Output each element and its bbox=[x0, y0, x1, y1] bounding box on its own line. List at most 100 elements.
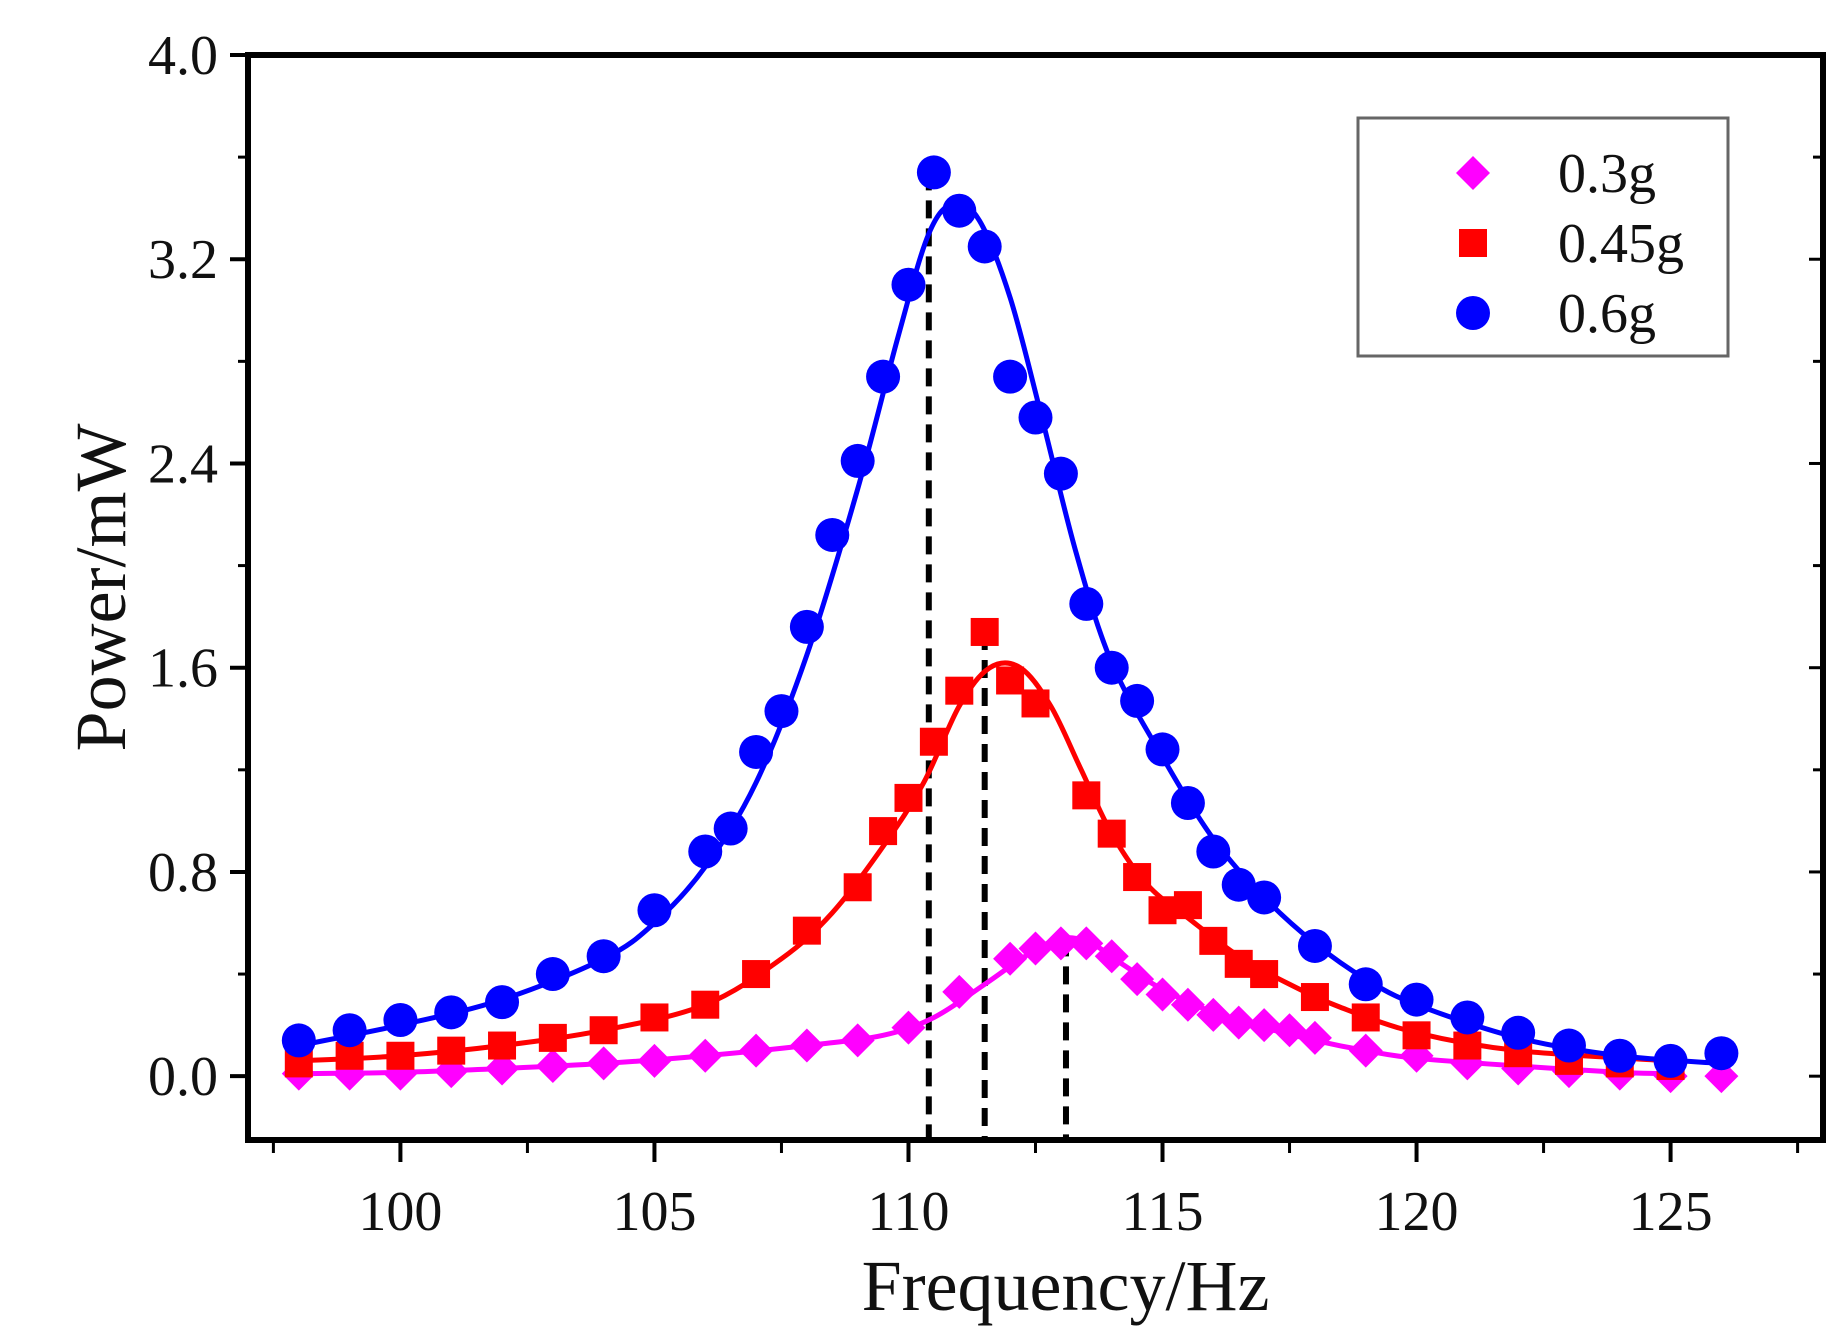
data-point-0.6g bbox=[1247, 880, 1282, 915]
data-point-0.6g bbox=[434, 995, 469, 1030]
data-point-0.3g bbox=[1170, 987, 1205, 1022]
data-point-0.6g bbox=[713, 811, 748, 846]
data-point-0.45g bbox=[1402, 1021, 1431, 1050]
legend-marker-0.3g bbox=[1456, 156, 1490, 190]
data-point-0.3g bbox=[1120, 962, 1155, 997]
data-point-0.3g bbox=[1348, 1033, 1383, 1068]
data-point-0.3g bbox=[485, 1051, 520, 1086]
y-tick-label: 4.0 bbox=[148, 25, 218, 87]
legend: 0.3g 0.45g 0.6g bbox=[1356, 116, 1730, 358]
data-point-0.6g bbox=[688, 834, 723, 869]
data-point-0.6g bbox=[586, 939, 621, 974]
data-point-0.6g bbox=[1069, 586, 1104, 621]
tick-labels: 100 105 110 115 120 125 0.0 0.8 1.6 2.4 3.2 4.0 bbox=[148, 25, 1713, 1243]
reference-lines bbox=[925, 172, 1069, 1140]
data-point-0.45g bbox=[1351, 1003, 1380, 1032]
y-tick-label: 0.0 bbox=[148, 1046, 218, 1108]
x-axis-title: Frequency/Hz bbox=[862, 1246, 1270, 1326]
data-point-0.6g bbox=[1501, 1015, 1536, 1050]
data-point-0.45g bbox=[869, 817, 898, 846]
y-tick-label: 0.8 bbox=[148, 842, 218, 904]
data-point-0.6g bbox=[967, 229, 1002, 264]
data-point-0.3g bbox=[891, 1010, 926, 1045]
data-point-0.6g bbox=[815, 517, 850, 552]
data-point-0.3g bbox=[739, 1033, 774, 1068]
data-point-0.45g bbox=[996, 666, 1025, 695]
data-point-0.3g bbox=[586, 1046, 621, 1081]
data-points bbox=[281, 155, 1739, 1094]
legend-label: 0.6g bbox=[1558, 283, 1656, 345]
data-point-0.6g bbox=[1348, 967, 1383, 1002]
data-point-0.45g bbox=[970, 617, 999, 646]
x-tick-label: 115 bbox=[1122, 1181, 1204, 1243]
legend-label: 0.45g bbox=[1558, 213, 1684, 275]
data-point-0.45g bbox=[386, 1041, 415, 1070]
data-point-0.3g bbox=[1069, 926, 1104, 961]
data-point-0.3g bbox=[1043, 926, 1078, 961]
legend-label: 0.3g bbox=[1558, 143, 1656, 205]
y-tick-label: 3.2 bbox=[148, 229, 218, 291]
y-tick-label: 2.4 bbox=[148, 433, 218, 495]
data-point-0.6g bbox=[993, 359, 1028, 394]
data-point-0.45g bbox=[538, 1023, 567, 1052]
data-point-0.3g bbox=[1272, 1013, 1307, 1048]
data-point-0.45g bbox=[843, 873, 872, 902]
data-point-0.6g bbox=[535, 957, 570, 992]
data-point-0.45g bbox=[1300, 983, 1329, 1012]
data-point-0.45g bbox=[1199, 926, 1228, 955]
data-point-0.6g bbox=[637, 893, 672, 928]
data-point-0.3g bbox=[1018, 931, 1053, 966]
x-tick-label: 110 bbox=[868, 1181, 950, 1243]
data-point-0.6g bbox=[1450, 1000, 1485, 1035]
data-point-0.6g bbox=[739, 734, 774, 769]
data-point-0.3g bbox=[1221, 1005, 1256, 1040]
data-point-0.6g bbox=[383, 1003, 418, 1038]
x-tick-label: 120 bbox=[1375, 1181, 1459, 1243]
data-point-0.6g bbox=[1704, 1036, 1739, 1071]
data-point-0.6g bbox=[1145, 732, 1180, 767]
data-point-0.6g bbox=[840, 443, 875, 478]
x-tick-label: 100 bbox=[358, 1181, 442, 1243]
data-point-0.45g bbox=[945, 676, 974, 705]
data-point-0.3g bbox=[840, 1023, 875, 1058]
data-point-0.6g bbox=[1602, 1038, 1637, 1073]
data-point-0.3g bbox=[993, 941, 1028, 976]
data-point-0.45g bbox=[1072, 781, 1101, 810]
data-point-0.45g bbox=[919, 727, 948, 756]
data-point-0.6g bbox=[1196, 834, 1231, 869]
data-point-0.6g bbox=[916, 155, 951, 190]
x-tick-label: 125 bbox=[1629, 1181, 1713, 1243]
data-point-0.45g bbox=[437, 1036, 466, 1065]
legend-marker-0.45g bbox=[1459, 229, 1487, 257]
data-point-0.3g bbox=[688, 1038, 723, 1073]
data-point-0.6g bbox=[1297, 928, 1332, 963]
data-point-0.45g bbox=[742, 960, 771, 989]
data-point-0.45g bbox=[1250, 960, 1279, 989]
data-point-0.3g bbox=[1094, 939, 1129, 974]
data-point-0.45g bbox=[589, 1016, 618, 1045]
data-point-0.6g bbox=[1399, 982, 1434, 1017]
data-point-0.45g bbox=[640, 1003, 669, 1032]
legend-box bbox=[1356, 116, 1730, 358]
data-point-0.45g bbox=[1148, 896, 1177, 925]
data-point-0.45g bbox=[1123, 863, 1152, 892]
data-point-0.6g bbox=[485, 985, 520, 1020]
data-point-0.45g bbox=[1224, 949, 1253, 978]
data-point-0.6g bbox=[281, 1023, 316, 1058]
y-tick-label: 1.6 bbox=[148, 638, 218, 700]
data-point-0.6g bbox=[1221, 867, 1256, 902]
data-point-0.6g bbox=[891, 267, 926, 302]
data-point-0.6g bbox=[1094, 650, 1129, 685]
data-point-0.45g bbox=[1021, 689, 1050, 718]
data-point-0.45g bbox=[1453, 1031, 1482, 1060]
data-point-0.3g bbox=[535, 1048, 570, 1083]
data-point-0.6g bbox=[764, 694, 799, 729]
data-point-0.6g bbox=[789, 609, 824, 644]
y-axis-title: Power/mW bbox=[61, 423, 141, 751]
data-point-0.45g bbox=[792, 916, 821, 945]
data-point-0.6g bbox=[1170, 786, 1205, 821]
data-point-0.6g bbox=[866, 359, 901, 394]
data-point-0.3g bbox=[1247, 1008, 1282, 1043]
